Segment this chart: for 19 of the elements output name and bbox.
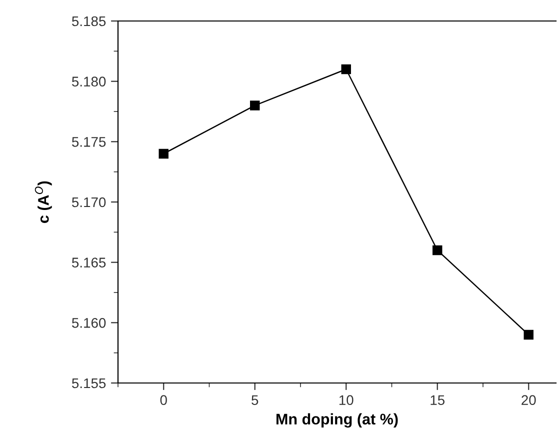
y-tick-label: 5.160 [72, 318, 106, 328]
x-tick-label: 20 [522, 395, 536, 406]
point [432, 245, 442, 256]
y-axis-title: c (A$^{O}$) [34, 181, 52, 223]
x-tick-label: 10 [339, 395, 354, 406]
y-tick-label: 5.185 [72, 16, 106, 26]
x-tick-label: 15 [430, 395, 445, 406]
y-tick-label: 5.175 [72, 137, 106, 147]
y-tick-label: 5.170 [72, 197, 106, 208]
y-tick-label: 5.165 [72, 258, 106, 268]
point [250, 100, 260, 110]
x-tick-label: 0 [160, 395, 167, 406]
point [524, 330, 534, 340]
y-tick-label: 5.180 [72, 76, 106, 87]
point [158, 148, 168, 159]
x-tick-label: 5 [252, 395, 258, 406]
point [341, 64, 351, 74]
y-tick-label: 5.155 [72, 378, 106, 388]
x-axis-title: Mn doping (at %) [276, 413, 398, 428]
